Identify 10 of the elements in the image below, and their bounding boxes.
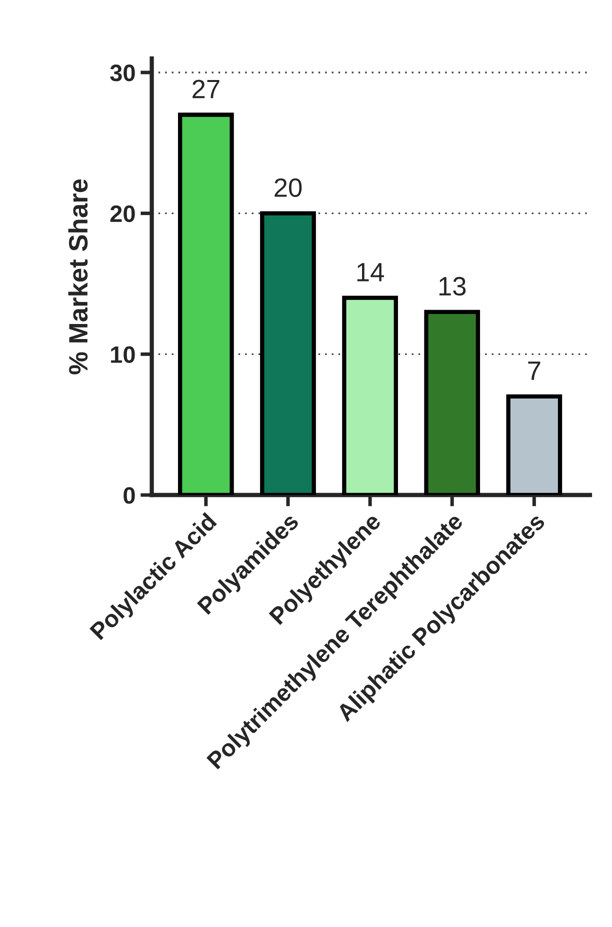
y-axis-title: % Market Share <box>68 179 88 374</box>
data-label: 14 <box>357 263 384 282</box>
y-tick-label: 30 <box>110 64 135 82</box>
y-tick-label: 10 <box>111 346 135 363</box>
data-label: 20 <box>274 178 302 198</box>
data-label: 7 <box>528 362 540 380</box>
data-label: 13 <box>439 276 466 296</box>
y-tick-label: 20 <box>110 205 135 222</box>
y-tick-label: 0 <box>124 487 135 504</box>
data-label: 27 <box>192 80 220 98</box>
